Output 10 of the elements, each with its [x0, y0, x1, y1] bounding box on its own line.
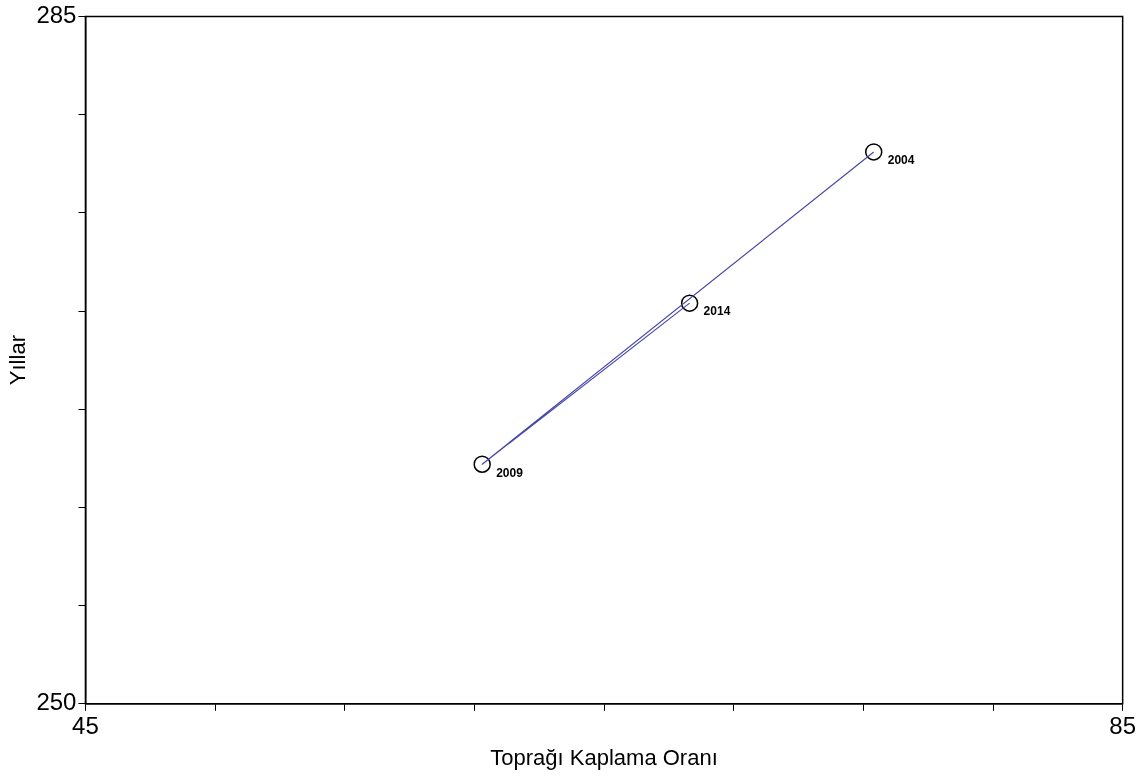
x-tick-label: 85 — [1109, 711, 1136, 739]
point — [473, 455, 491, 473]
y-tick-label: 285 — [36, 1, 77, 29]
x-axis-title: Toprağı Kaplama Oranı — [490, 744, 718, 770]
annotation: 2014 — [703, 304, 731, 319]
y-axis-title: Yıllar — [5, 335, 31, 386]
point — [680, 294, 699, 312]
annotation: 2009 — [496, 465, 524, 480]
annotation: 2004 — [887, 153, 915, 168]
point — [864, 143, 883, 161]
